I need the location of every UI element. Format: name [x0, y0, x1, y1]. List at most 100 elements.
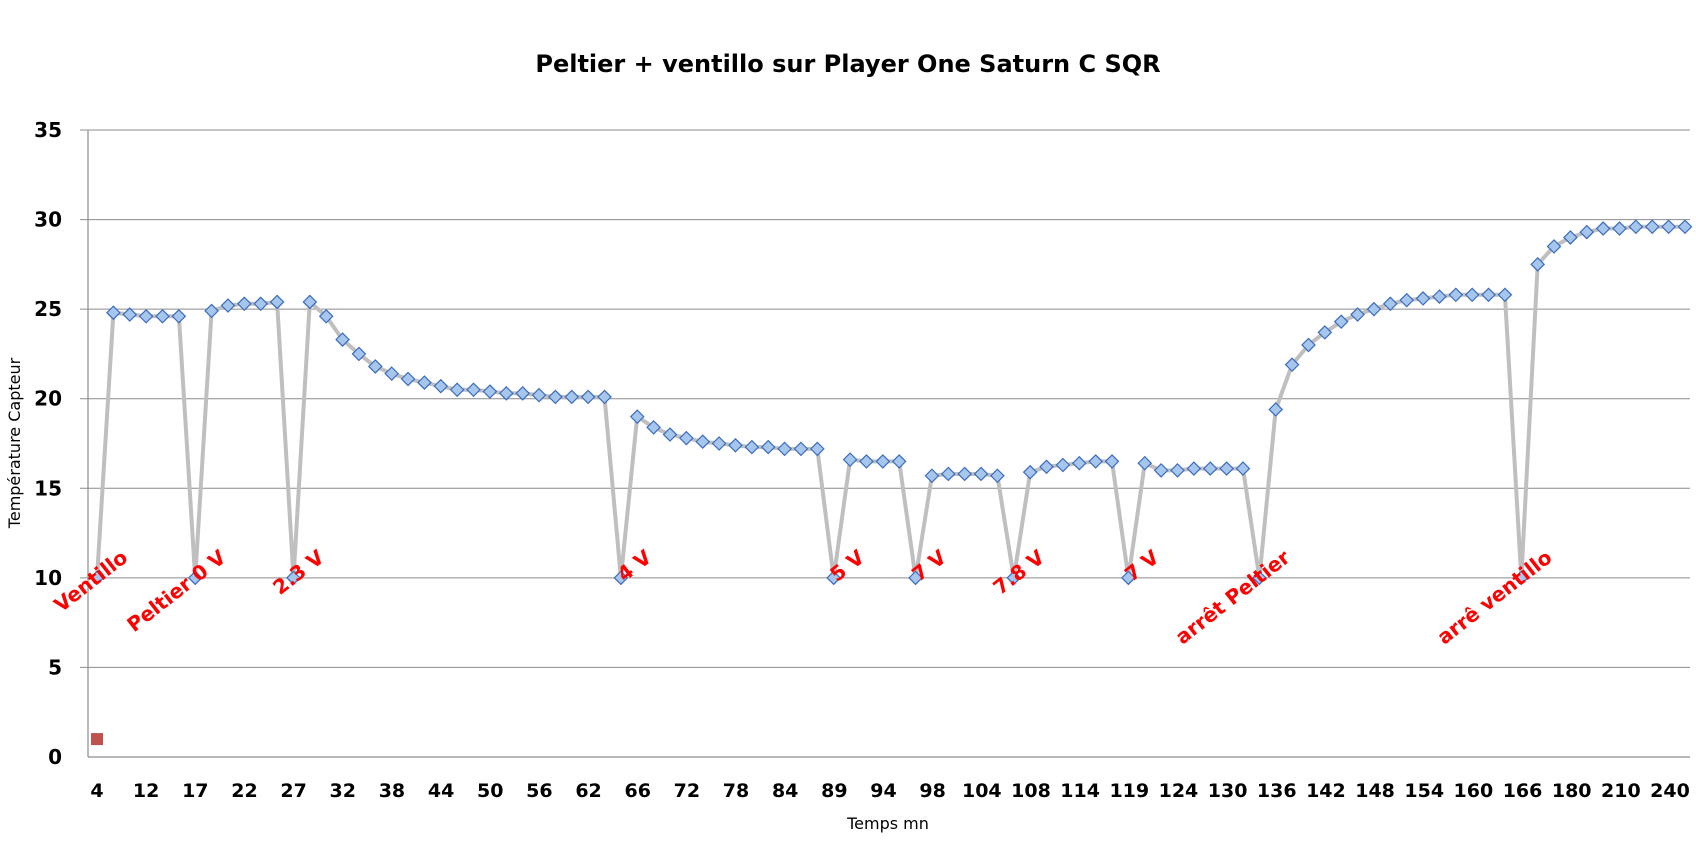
data-point: [269, 294, 285, 310]
data-point: [1268, 402, 1284, 417]
data-point: [1153, 463, 1169, 478]
data-point: [220, 298, 236, 313]
x-tick-label: 240: [1650, 780, 1690, 802]
data-point: [891, 454, 907, 469]
data-point: [1382, 296, 1398, 312]
data-point: [859, 454, 874, 469]
data-point: [1333, 314, 1349, 330]
data-point: [384, 366, 400, 381]
data-point: [826, 570, 842, 586]
data-point: [924, 468, 940, 484]
extra-markers: [91, 733, 103, 746]
data-point: [417, 375, 432, 390]
x-tick-label: 56: [526, 780, 552, 802]
data-point: [1612, 221, 1627, 236]
data-point: [1121, 570, 1136, 586]
data-point: [1039, 459, 1054, 475]
x-tick-label: 62: [575, 780, 601, 802]
x-tick-label: 142: [1306, 780, 1346, 802]
data-point: [1661, 219, 1676, 235]
x-tick-label: 166: [1503, 780, 1543, 802]
data-point: [302, 294, 318, 310]
data-point: [809, 441, 825, 457]
data-point: [122, 307, 138, 322]
data-point: [1350, 307, 1365, 322]
data-point: [1448, 287, 1464, 303]
x-tick-label: 22: [231, 780, 257, 802]
data-point: [990, 468, 1005, 484]
chart-title: Peltier + ventillo sur Player One Saturn…: [535, 50, 1160, 78]
data-point: [695, 434, 711, 450]
x-tick-label: 119: [1109, 780, 1149, 802]
x-tick-label: 148: [1355, 780, 1395, 802]
data-point: [1137, 455, 1153, 471]
data-point: [187, 570, 203, 586]
x-tick-label: 50: [477, 780, 503, 802]
data-point: [613, 570, 629, 586]
data-point: [1284, 357, 1300, 373]
data-markers: [89, 219, 1693, 586]
annotation-label: Peltier 0 V: [122, 545, 230, 637]
x-tick-label: 12: [133, 780, 159, 802]
x-tick-label: 78: [723, 780, 749, 802]
data-point: [89, 570, 105, 586]
x-tick-label: 38: [379, 780, 405, 802]
data-point: [548, 389, 563, 405]
data-point: [1579, 224, 1595, 240]
y-tick-label: 30: [34, 208, 62, 232]
data-point: [1006, 570, 1022, 586]
extra-data-point: [91, 733, 103, 746]
data-point: [1186, 461, 1202, 476]
x-tick-label: 136: [1257, 780, 1297, 802]
data-point: [679, 430, 694, 446]
y-tick-label: 10: [34, 566, 62, 590]
data-point: [1513, 570, 1529, 586]
data-point: [875, 454, 891, 469]
data-point: [106, 305, 121, 321]
x-tick-label: 130: [1208, 780, 1248, 802]
data-point: [1595, 221, 1611, 236]
data-point: [1252, 570, 1267, 586]
data-point: [1563, 230, 1578, 245]
data-point: [1088, 454, 1103, 469]
x-tick-label: 4: [90, 780, 103, 802]
data-point: [728, 437, 743, 453]
data-point: [1301, 337, 1316, 353]
x-tick-label: 89: [821, 780, 847, 802]
x-tick-label: 114: [1060, 780, 1100, 802]
data-point: [1432, 289, 1447, 304]
data-point: [1317, 325, 1333, 340]
gridlines: [80, 129, 1690, 668]
data-point: [1022, 464, 1038, 480]
data-point: [940, 466, 956, 482]
data-point: [842, 452, 858, 467]
data-point: [1481, 287, 1496, 303]
x-axis-label: Temps mn: [846, 814, 929, 833]
annotation-label: 2.3 V: [268, 545, 329, 600]
data-point: [580, 389, 596, 405]
data-point: [1399, 292, 1415, 308]
y-axis-label: Température Capteur: [5, 357, 24, 529]
x-tick-label: 160: [1454, 780, 1494, 802]
x-tick-label: 72: [674, 780, 700, 802]
data-point: [466, 382, 481, 398]
y-tick-label: 0: [48, 745, 62, 769]
data-point: [400, 371, 416, 387]
data-point: [1055, 457, 1071, 473]
data-point: [1677, 219, 1693, 235]
y-tick-labels: 0 5 10 15 20 25 30 35: [34, 118, 62, 769]
x-tick-label: 98: [919, 780, 945, 802]
data-point: [515, 385, 530, 401]
data-point: [236, 296, 252, 312]
data-point: [760, 439, 776, 455]
data-point: [1628, 219, 1644, 235]
x-tick-label: 44: [428, 780, 454, 802]
x-tick-label: 104: [962, 780, 1002, 802]
data-point: [367, 359, 383, 374]
data-point: [204, 303, 219, 319]
x-tick-label: 84: [772, 780, 798, 802]
x-tick-label: 17: [182, 780, 208, 802]
y-tick-label: 35: [34, 118, 62, 142]
data-point: [662, 427, 678, 442]
